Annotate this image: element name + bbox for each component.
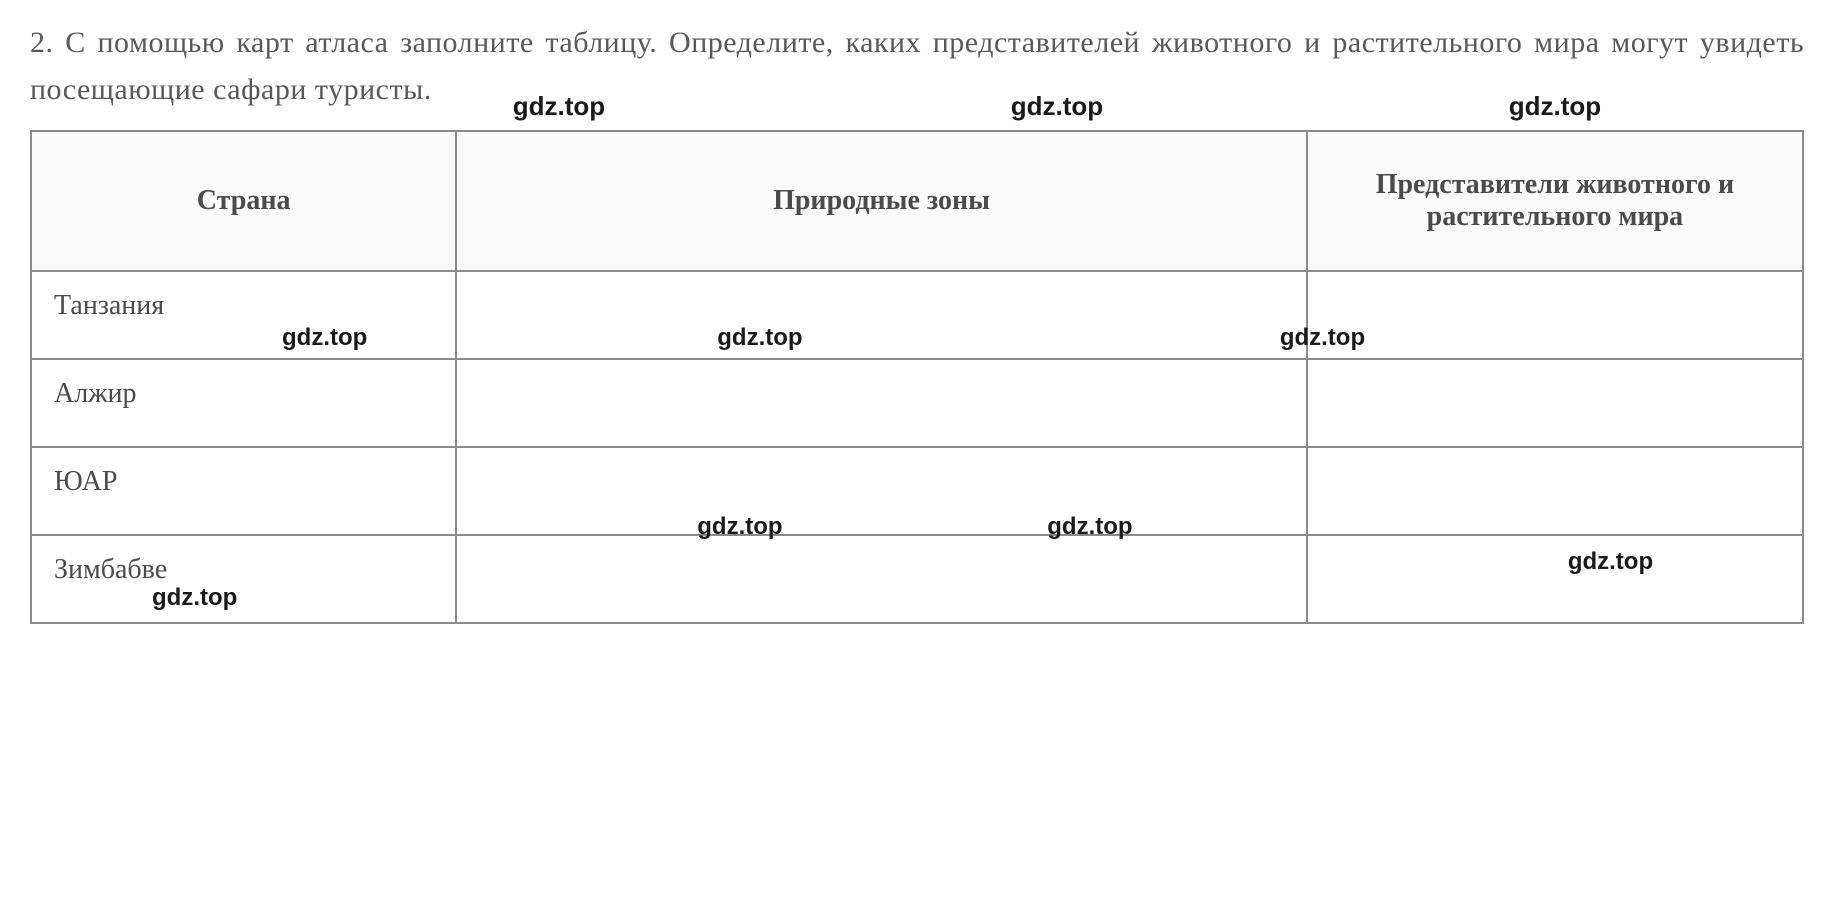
cell-zones — [456, 359, 1307, 447]
watermark: gdz.top — [1509, 91, 1601, 122]
watermark: gdz.top — [717, 324, 802, 352]
table-row: Зимбабве gdz.top gdz.top — [31, 535, 1803, 623]
cell-representatives: gdz.top — [1307, 535, 1803, 623]
cell-representatives: gdz.top — [1307, 271, 1803, 359]
watermark: gdz.top — [1568, 548, 1653, 576]
cell-representatives — [1307, 447, 1803, 535]
header-representatives: Представители животного и растительного … — [1307, 131, 1803, 271]
cell-representatives — [1307, 359, 1803, 447]
cell-country: Алжир — [31, 359, 456, 447]
table-row: Танзания gdz.top gdz.top gdz.top — [31, 271, 1803, 359]
watermark: gdz.top — [513, 91, 605, 122]
country-label: ЮАР — [54, 466, 118, 497]
cell-zones: gdz.top gdz.top — [456, 447, 1307, 535]
cell-country: Зимбабве gdz.top — [31, 535, 456, 623]
table-wrapper: Страна Природные зоны Представители живо… — [30, 130, 1804, 624]
watermark: gdz.top — [282, 324, 367, 352]
table-row: ЮАР gdz.top gdz.top — [31, 447, 1803, 535]
header-zones: Природные зоны — [456, 131, 1307, 271]
country-label: Танзания — [54, 290, 164, 321]
watermark: gdz.top — [152, 584, 237, 612]
cell-country: Танзания gdz.top — [31, 271, 456, 359]
watermark-row-top: gdz.top gdz.top gdz.top — [30, 91, 1804, 122]
cell-zones — [456, 535, 1307, 623]
safari-table: Страна Природные зоны Представители живо… — [30, 130, 1804, 624]
watermark: gdz.top — [1011, 91, 1103, 122]
table-header-row: Страна Природные зоны Представители живо… — [31, 131, 1803, 271]
country-label: Зимбабве — [54, 554, 167, 585]
cell-zones: gdz.top — [456, 271, 1307, 359]
table-row: Алжир — [31, 359, 1803, 447]
header-country: Страна — [31, 131, 456, 271]
cell-country: ЮАР — [31, 447, 456, 535]
country-label: Алжир — [54, 378, 137, 409]
